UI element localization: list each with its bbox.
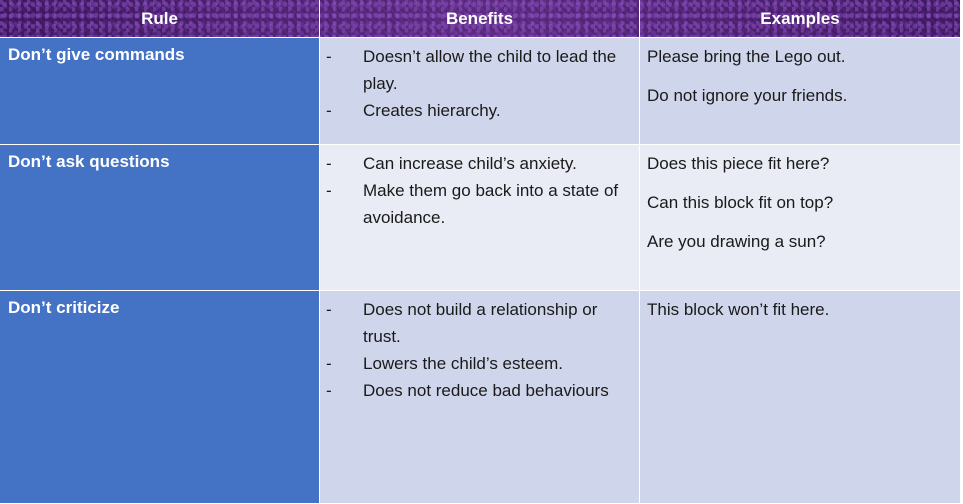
example-text: Are you drawing a sun? (647, 232, 826, 251)
bullet-dash: - (326, 181, 332, 200)
benefits-list: - Does not build a relationship or trust.… (326, 296, 633, 404)
example-text: This block won’t fit here. (647, 300, 830, 319)
list-item: - Can increase child’s anxiety. (326, 150, 633, 177)
example-text: Can this block fit on top? (647, 193, 834, 212)
benefit-text: Does not reduce bad behaviours (363, 381, 609, 400)
rule-cell: Don’t ask questions (0, 145, 320, 290)
benefit-text: Does not build a relationship or trust. (363, 300, 598, 346)
header-examples: Examples (760, 8, 840, 28)
header-benefits: Benefits (320, 0, 640, 37)
rule-cell: Don’t give commands (0, 38, 320, 144)
benefits-list: - Doesn’t allow the child to lead the pla… (326, 43, 633, 124)
example-text: Please bring the Lego out. (647, 47, 846, 66)
table-row: Don’t ask questions - Can increase child’… (0, 144, 960, 290)
list-item: - Creates hierarchy. (326, 97, 633, 124)
benefits-cell: - Does not build a relationship or trust.… (320, 291, 640, 503)
examples-cell: Does this piece fit here? Can this block… (640, 145, 960, 290)
benefit-text: Make them go back into a state of avoida… (363, 181, 619, 227)
table-row: Don’t give commands - Doesn’t allow the c… (0, 37, 960, 144)
header-rule: Rule (0, 0, 320, 37)
bullet-dash: - (326, 101, 332, 120)
example-text: Does this piece fit here? (647, 154, 830, 173)
benefit-text: Doesn’t allow the child to lead the play… (363, 47, 617, 93)
benefit-text: Can increase child’s anxiety. (363, 154, 577, 173)
bullet-dash: - (326, 154, 332, 173)
benefit-text: Lowers the child’s esteem. (363, 354, 564, 373)
benefits-cell: - Doesn’t allow the child to lead the pla… (320, 38, 640, 144)
list-item: - Make them go back into a state of avoid… (326, 177, 633, 231)
benefits-list: - Can increase child’s anxiety. - Make the… (326, 150, 633, 231)
bullet-dash: - (326, 300, 332, 319)
table-row: Don’t criticize - Does not build a relati… (0, 290, 960, 503)
bullet-dash: - (326, 354, 332, 373)
list-item: - Does not reduce bad behaviours (326, 377, 633, 404)
bullet-dash: - (326, 47, 332, 66)
list-item: - Does not build a relationship or trust. (326, 296, 633, 350)
examples-cell: This block won’t fit here. (640, 291, 960, 503)
list-item: - Doesn’t allow the child to lead the pla… (326, 43, 633, 97)
table-header: Rule Benefits Examples (0, 0, 960, 37)
list-item: - Lowers the child’s esteem. (326, 350, 633, 377)
rule-cell: Don’t criticize (0, 291, 320, 503)
benefit-text: Creates hierarchy. (363, 101, 501, 120)
bullet-dash: - (326, 381, 332, 400)
examples-cell: Please bring the Lego out. Do not ignore… (640, 38, 960, 144)
benefits-cell: - Can increase child’s anxiety. - Make the… (320, 145, 640, 290)
example-text: Do not ignore your friends. (647, 86, 848, 105)
